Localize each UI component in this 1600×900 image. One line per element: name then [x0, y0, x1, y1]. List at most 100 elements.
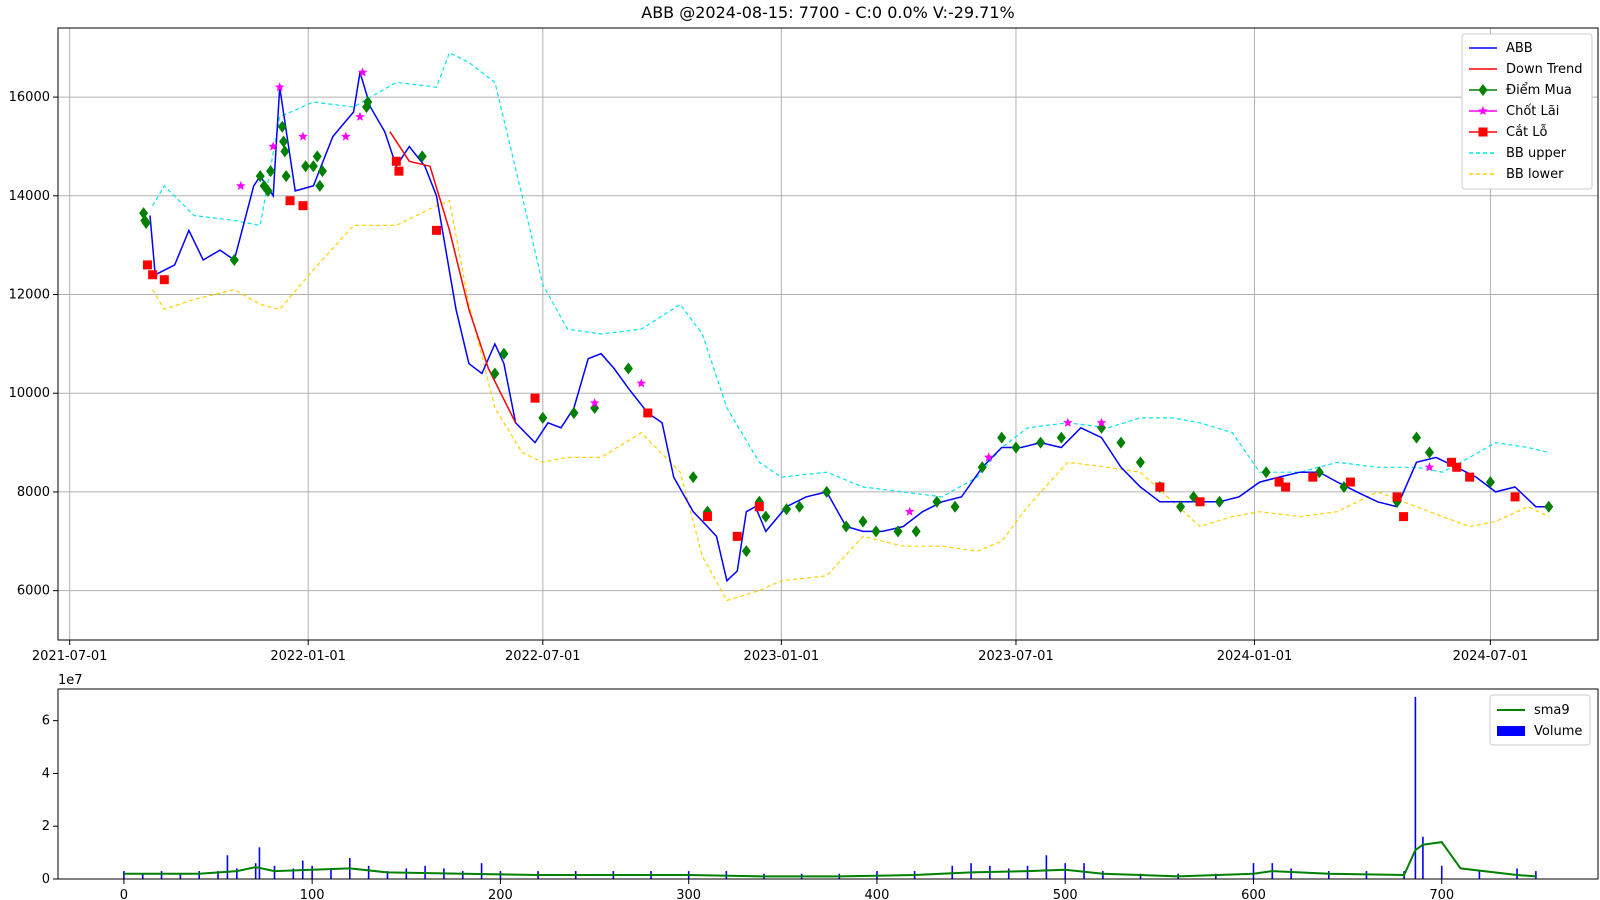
main-x-tick-label: 2023-01-01: [744, 649, 820, 664]
buy-point-marker: [1116, 436, 1126, 449]
volume-bar: [1440, 865, 1443, 879]
buy-point-marker: [1214, 495, 1224, 508]
volume-bar: [480, 863, 483, 879]
volume-y-tick-label: 0: [42, 872, 50, 887]
buy-point-marker: [858, 515, 868, 528]
series-down-trend-line: [389, 131, 517, 424]
volume-x-tick-label: 200: [488, 888, 513, 900]
take-profit-marker: [341, 131, 351, 141]
take-profit-marker: [355, 111, 365, 121]
buy-point-marker: [871, 525, 881, 538]
legend-label: Cắt Lỗ: [1506, 125, 1548, 140]
take-profit-marker: [984, 452, 994, 462]
legend-label: Down Trend: [1506, 62, 1583, 77]
main-y-ticks: 6000 8000 10000 12000 14000 16000: [9, 90, 58, 599]
volume-bar: [141, 873, 144, 879]
volume-bar: [1252, 863, 1255, 879]
buy-point-marker: [308, 160, 318, 173]
stop-loss-marker: [148, 270, 158, 280]
volume-x-tick-label: 600: [1241, 888, 1266, 900]
stop-loss-marker: [1452, 462, 1462, 472]
buy-point-marker: [997, 431, 1007, 444]
stop-loss-marker: [1399, 512, 1409, 522]
buy-point-marker: [1544, 500, 1554, 513]
stop-loss-marker: [1510, 492, 1520, 502]
legend-label: Điểm Mua: [1506, 83, 1572, 98]
buy-point-marker: [255, 170, 265, 183]
main-x-ticks: 2021-07-01 2022-01-01 2022-07-01 2023-01-01…: [32, 640, 1528, 664]
stop-loss-marker: [391, 156, 401, 166]
stop-loss-marker: [1274, 477, 1284, 487]
take-profit-marker: [298, 131, 308, 141]
volume-bar: [254, 863, 257, 879]
main-y-tick-label: 16000: [9, 90, 50, 105]
stop-loss-marker: [1465, 472, 1475, 482]
buy-point-marker: [932, 495, 942, 508]
volume-multiplier-label: 1e7: [58, 673, 83, 688]
buy-point-marker: [279, 135, 289, 148]
main-series-layer: [149, 51, 1549, 602]
sma9-line: [123, 841, 1536, 878]
volume-bar: [1327, 871, 1330, 879]
legend-label: BB lower: [1506, 167, 1564, 182]
series-abb-line: [149, 72, 1549, 583]
buy-point-marker: [950, 500, 960, 513]
buy-point-marker: [229, 253, 239, 266]
stop-loss-marker: [643, 408, 653, 418]
volume-bar: [330, 868, 332, 879]
buy-point-marker: [277, 120, 287, 133]
stop-loss-marker: [159, 275, 169, 285]
volume-bars-layer: [123, 696, 1537, 879]
buy-point-marker: [280, 145, 290, 158]
take-profit-marker: [268, 141, 278, 151]
volume-bar: [311, 865, 313, 879]
volume-bar: [1026, 865, 1029, 879]
legend-bar-sample: [1497, 726, 1525, 736]
main-plot-frame: [57, 27, 1599, 641]
buy-point-marker: [1011, 441, 1021, 454]
volume-x-tick-label: 0: [120, 888, 128, 900]
volume-y-tick-label: 2: [42, 819, 50, 834]
stop-loss-marker: [754, 502, 764, 512]
buy-point-marker: [977, 461, 987, 474]
buy-point-marker: [822, 485, 832, 498]
volume-bar: [1215, 873, 1217, 879]
stop-loss-marker: [1345, 477, 1355, 487]
main-legend-box: [1461, 33, 1593, 190]
volume-bar: [1422, 836, 1424, 879]
volume-bar: [226, 855, 229, 879]
buy-point-marker: [263, 184, 273, 197]
buy-point-marker: [1056, 431, 1066, 444]
stop-loss-marker: [1155, 482, 1165, 492]
volume-bar: [1064, 863, 1067, 879]
buy-point-marker: [1036, 436, 1046, 449]
take-profit-marker: [636, 378, 647, 388]
stop-loss-marker: [394, 166, 404, 176]
buy-point-marker: [141, 216, 151, 229]
buy-point-marker: [281, 170, 291, 183]
stop-loss-marker: [432, 225, 442, 235]
volume-bar: [292, 868, 295, 879]
volume-bar: [179, 873, 182, 879]
take-profit-marker: [274, 82, 285, 92]
volume-bar: [1516, 868, 1518, 879]
volume-bar: [236, 868, 238, 879]
main-y-tick-label: 12000: [9, 288, 50, 303]
stop-loss-marker: [732, 531, 742, 541]
volume-bar: [367, 865, 370, 879]
legend-label: BB upper: [1506, 146, 1567, 161]
buy-point-marker: [363, 96, 373, 109]
volume-bar: [273, 865, 276, 879]
buy-point-marker: [794, 500, 804, 513]
legend-label: sma9: [1534, 703, 1570, 718]
legend-marker-sample: [1478, 84, 1488, 96]
buy-point-marker: [741, 545, 751, 558]
buy-point-marker: [301, 160, 311, 173]
stop-loss-marker: [1392, 492, 1402, 502]
stop-loss-marker: [530, 393, 540, 403]
stop-loss-marker: [1281, 482, 1291, 492]
main-x-tick-label: 2022-07-01: [505, 649, 581, 664]
buy-point-marker: [1485, 476, 1495, 489]
volume-bar: [386, 871, 389, 879]
